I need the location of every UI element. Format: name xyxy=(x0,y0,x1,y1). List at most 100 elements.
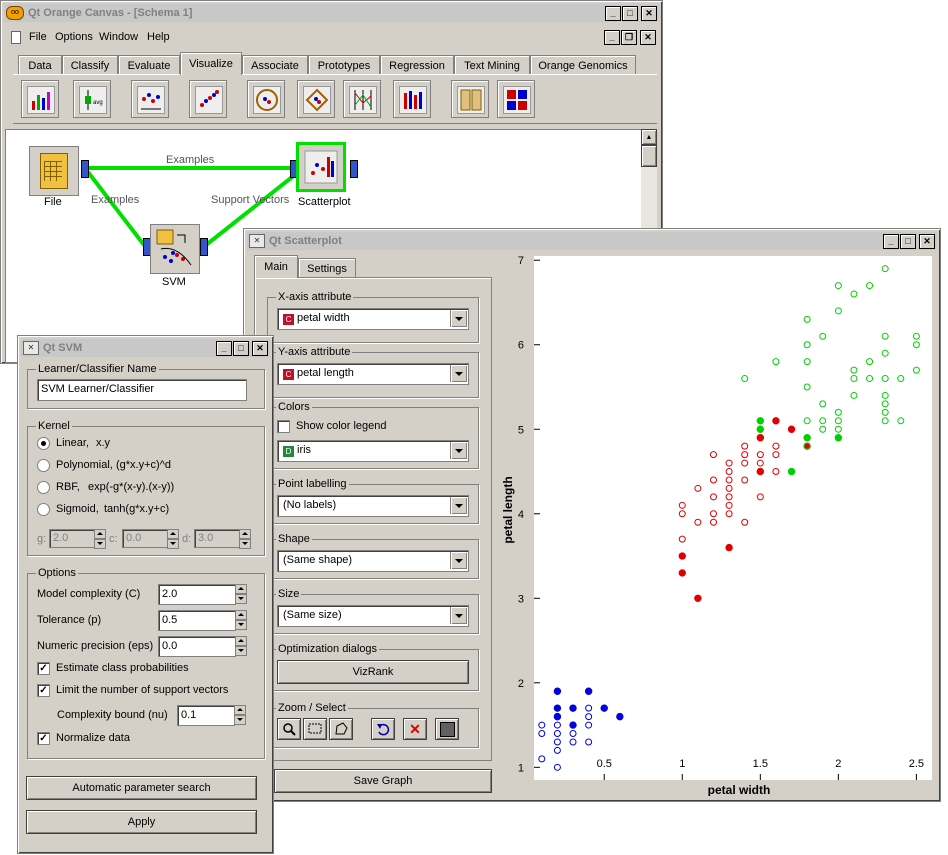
data-point-setosa[interactable] xyxy=(553,763,561,771)
data-point-versicolor[interactable] xyxy=(694,518,702,526)
chevron-down-icon[interactable] xyxy=(450,497,467,514)
data-point-versicolor[interactable] xyxy=(709,476,717,484)
scatterplot-titlebar[interactable]: ✕ Qt Scatterplot _ □ ✕ xyxy=(247,232,937,250)
data-point-virginica[interactable] xyxy=(881,332,889,340)
apply-button[interactable]: Apply xyxy=(26,810,257,834)
tab-data[interactable]: Data xyxy=(18,55,62,75)
data-point-versicolor[interactable] xyxy=(741,518,749,526)
data-point-virginica[interactable] xyxy=(850,391,858,399)
data-point-virginica[interactable] xyxy=(819,417,827,425)
svm-titlebar[interactable]: ✕ Qt SVM _ □ ✕ xyxy=(21,339,270,357)
data-point-virginica[interactable] xyxy=(834,425,842,433)
data-point-versicolor[interactable] xyxy=(772,468,780,476)
kernel-radio-0[interactable] xyxy=(37,437,50,450)
data-point-virginica[interactable] xyxy=(897,417,905,425)
tab-settings[interactable]: Settings xyxy=(298,258,356,278)
data-point-virginica[interactable] xyxy=(850,375,858,383)
save-graph-button[interactable]: Save Graph xyxy=(274,769,492,793)
data-point-setosa[interactable] xyxy=(585,713,593,721)
data-point-versicolor[interactable] xyxy=(741,451,749,459)
data-point-virginica[interactable] xyxy=(881,349,889,357)
data-point-virginica[interactable] xyxy=(881,400,889,408)
data-point-virginica[interactable] xyxy=(866,282,874,290)
tab-regression[interactable]: Regression xyxy=(380,55,454,75)
close-icon[interactable]: ✕ xyxy=(641,6,657,21)
data-point-virginica[interactable] xyxy=(803,358,811,366)
model-complexity-spinner[interactable] xyxy=(235,584,247,604)
send-selection-icon[interactable] xyxy=(435,718,459,740)
data-point-setosa[interactable] xyxy=(538,730,546,738)
data-point-setosa[interactable] xyxy=(585,704,593,712)
data-point-virginica[interactable] xyxy=(819,332,827,340)
degree-spinner[interactable] xyxy=(239,529,251,549)
support-vector-versicolor[interactable] xyxy=(678,552,686,560)
remove-selection-icon[interactable]: ✕ xyxy=(403,718,427,740)
data-point-virginica[interactable] xyxy=(912,366,920,374)
tab-main[interactable]: Main xyxy=(254,255,298,278)
data-point-versicolor[interactable] xyxy=(725,476,733,484)
scatter-matrix-icon[interactable] xyxy=(189,80,227,118)
data-point-virginica[interactable] xyxy=(850,290,858,298)
data-point-versicolor[interactable] xyxy=(709,451,717,459)
data-point-versicolor[interactable] xyxy=(678,535,686,543)
data-point-virginica[interactable] xyxy=(881,375,889,383)
numeric-precision-input[interactable]: 0.0 xyxy=(158,636,236,657)
zoom-icon[interactable] xyxy=(277,718,301,740)
data-point-virginica[interactable] xyxy=(834,417,842,425)
scatterplot-output-port[interactable] xyxy=(350,160,358,178)
tab-evaluate[interactable]: Evaluate xyxy=(118,55,180,75)
scatterplot-graph[interactable]: 0.5 1 1.5 2 2.5 1 2 3 4 5 6 7 petal width petal le… xyxy=(494,255,934,797)
data-point-versicolor[interactable] xyxy=(756,451,764,459)
close-icon[interactable]: ✕ xyxy=(252,341,268,356)
support-vector-setosa[interactable] xyxy=(584,687,593,695)
coef-spinner[interactable] xyxy=(167,529,179,549)
data-point-versicolor[interactable] xyxy=(725,501,733,509)
support-vector-virginica[interactable] xyxy=(803,434,811,442)
data-point-virginica[interactable] xyxy=(803,417,811,425)
show-color-legend-checkbox[interactable] xyxy=(277,420,290,433)
support-vector-versicolor[interactable] xyxy=(725,543,733,552)
tab-text-mining[interactable]: Text Mining xyxy=(454,55,530,75)
kernel-radio-2[interactable] xyxy=(37,481,50,494)
support-vector-setosa[interactable] xyxy=(553,712,562,721)
data-point-setosa[interactable] xyxy=(569,738,577,746)
learner-name-input[interactable]: SVM Learner/Classifier xyxy=(37,379,247,401)
maximize-icon[interactable]: □ xyxy=(900,234,916,249)
file-output-port[interactable] xyxy=(81,160,89,178)
tolerance-input[interactable]: 0.5 xyxy=(158,610,236,631)
data-point-virginica[interactable] xyxy=(803,315,811,323)
polygon-select-icon[interactable] xyxy=(329,718,353,740)
data-point-versicolor[interactable] xyxy=(678,510,686,518)
normalize-data-checkbox[interactable]: ✓ xyxy=(37,732,50,745)
chevron-down-icon[interactable] xyxy=(450,442,467,459)
svm-widget-icon[interactable] xyxy=(150,224,200,274)
data-point-virginica[interactable] xyxy=(834,408,842,416)
chevron-down-icon[interactable] xyxy=(450,365,467,382)
data-point-versicolor[interactable] xyxy=(741,442,749,450)
rectangle-select-icon[interactable] xyxy=(303,718,327,740)
data-point-virginica[interactable] xyxy=(741,375,749,383)
data-point-virginica[interactable] xyxy=(850,366,858,374)
data-point-virginica[interactable] xyxy=(881,417,889,425)
minimize-icon[interactable]: _ xyxy=(605,6,621,21)
data-point-setosa[interactable] xyxy=(538,755,546,763)
bar-chart-icon[interactable] xyxy=(21,80,59,118)
data-point-versicolor[interactable] xyxy=(772,442,780,450)
size-combo[interactable]: (Same size) xyxy=(277,605,469,627)
data-point-setosa[interactable] xyxy=(538,721,546,729)
data-point-virginica[interactable] xyxy=(912,341,920,349)
data-point-versicolor[interactable] xyxy=(694,484,702,492)
data-point-virginica[interactable] xyxy=(866,358,874,366)
data-point-setosa[interactable] xyxy=(553,738,561,746)
data-point-virginica[interactable] xyxy=(881,391,889,399)
support-vector-setosa[interactable] xyxy=(553,687,562,695)
data-point-virginica[interactable] xyxy=(866,375,874,383)
child-restore-icon[interactable]: ❐ xyxy=(621,30,637,45)
close-icon[interactable]: ✕ xyxy=(919,234,935,249)
data-point-virginica[interactable] xyxy=(803,383,811,391)
support-vector-virginica[interactable] xyxy=(756,417,765,425)
data-point-versicolor[interactable] xyxy=(725,484,733,492)
attribute-statistics-icon[interactable]: avg xyxy=(73,80,111,118)
